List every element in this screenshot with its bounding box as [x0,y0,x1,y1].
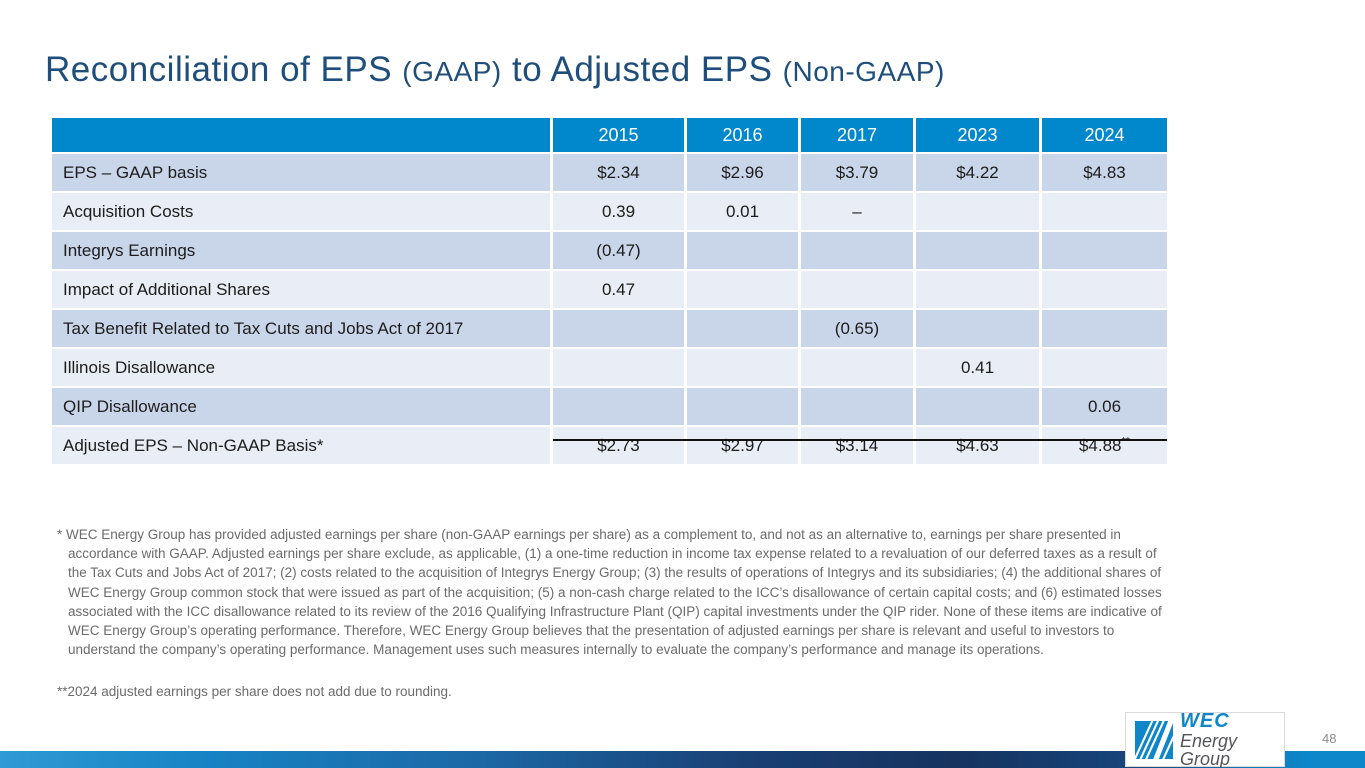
header-year-2015: 2015 [553,118,687,152]
cell-value: $2.34 [553,152,687,191]
cell-value: $4.88** [1042,425,1167,464]
table-header-row: 2015 2016 2017 2023 2024 [52,118,1167,152]
cell-value: $4.22 [916,152,1042,191]
title-text: Reconciliation of EPS [45,50,403,89]
cell-value [687,347,801,386]
cell-value [687,308,801,347]
bottom-accent-bar [0,751,1365,768]
table-row: Adjusted EPS – Non-GAAP Basis* $2.73 $2.97… [52,425,1167,464]
table-row: EPS – GAAP basis $2.34 $2.96 $3.79 $4.22 $4.8… [52,152,1167,191]
wec-logo-text: WEC Energy Group [1180,711,1284,768]
table-row: Acquisition Costs 0.39 0.01– [52,191,1167,230]
cell-value: $4.63 [916,425,1042,464]
cell-value [801,269,916,308]
cell-value [553,347,687,386]
cell-value: $3.14 [801,425,916,464]
cell-value [801,347,916,386]
table-row: Tax Benefit Related to Tax Cuts and Jobs… [52,308,1167,347]
table-row: Integrys Earnings (0.47) [52,230,1167,269]
wec-logo: WEC Energy Group [1125,711,1285,768]
page-number: 48 [1322,731,1337,746]
table-row: QIP Disallowance 0.06 [52,386,1167,425]
cell-value [553,386,687,425]
cell-value [1042,269,1167,308]
row-label: Acquisition Costs [52,191,553,230]
header-year-2023: 2023 [916,118,1042,152]
cell-value: 0.06 [1042,386,1167,425]
eps-reconciliation-table: 2015 2016 2017 2023 2024 EPS – GAAP basi… [52,118,1167,464]
logo-wec-label: WEC [1180,710,1230,732]
cell-value: $4.83 [1042,152,1167,191]
cell-value: (0.65) [801,308,916,347]
table-row: Illinois Disallowance 0.41 [52,347,1167,386]
title-nongaap-text: (Non-GAAP) [782,56,945,87]
cell-value [1042,230,1167,269]
cell-value: $2.73 [553,425,687,464]
cell-value: 0.01 [687,191,801,230]
page-title: Reconciliation of EPS (GAAP) to Adjusted… [45,50,945,90]
cell-value [916,191,1042,230]
cell-value [1042,347,1167,386]
cell-value: – [801,191,916,230]
cell-value [687,386,801,425]
logo-energy-group-label: Energy Group [1180,731,1238,768]
cell-value [801,230,916,269]
cell-value [916,308,1042,347]
cell-value: 0.39 [553,191,687,230]
footnote-gaap-explanation: * WEC Energy Group has provided adjusted… [57,527,1162,658]
wec-logo-icon [1135,720,1173,759]
cell-value [916,269,1042,308]
cell-value [916,386,1042,425]
cell-value [801,386,916,425]
title-text-2: to Adjusted EPS [501,50,783,89]
row-label: Illinois Disallowance [52,347,553,386]
title-gaap-text: (GAAP) [402,56,502,87]
cell-value [553,308,687,347]
total-separator-line [553,439,1167,441]
row-label: EPS – GAAP basis [52,152,553,191]
cell-value [1042,308,1167,347]
cell-value [1042,191,1167,230]
header-year-2016: 2016 [687,118,801,152]
row-label: Impact of Additional Shares [52,269,553,308]
row-label: Tax Benefit Related to Tax Cuts and Jobs… [52,308,553,347]
footnote-rounding: **2024 adjusted earnings per share does … [57,684,452,699]
cell-value: (0.47) [553,230,687,269]
cell-value [687,269,801,308]
cell-value: $2.97 [687,425,801,464]
header-empty-cell [52,118,553,152]
row-label: Adjusted EPS – Non-GAAP Basis* [52,425,553,464]
header-year-2017: 2017 [801,118,916,152]
cell-value: 0.47 [553,269,687,308]
row-label: QIP Disallowance [52,386,553,425]
cell-value [916,230,1042,269]
header-year-2024: 2024 [1042,118,1167,152]
cell-value [687,230,801,269]
cell-value: $2.96 [687,152,801,191]
cell-value: 0.41 [916,347,1042,386]
table-row: Impact of Additional Shares 0.47 [52,269,1167,308]
cell-value: $3.79 [801,152,916,191]
row-label: Integrys Earnings [52,230,553,269]
